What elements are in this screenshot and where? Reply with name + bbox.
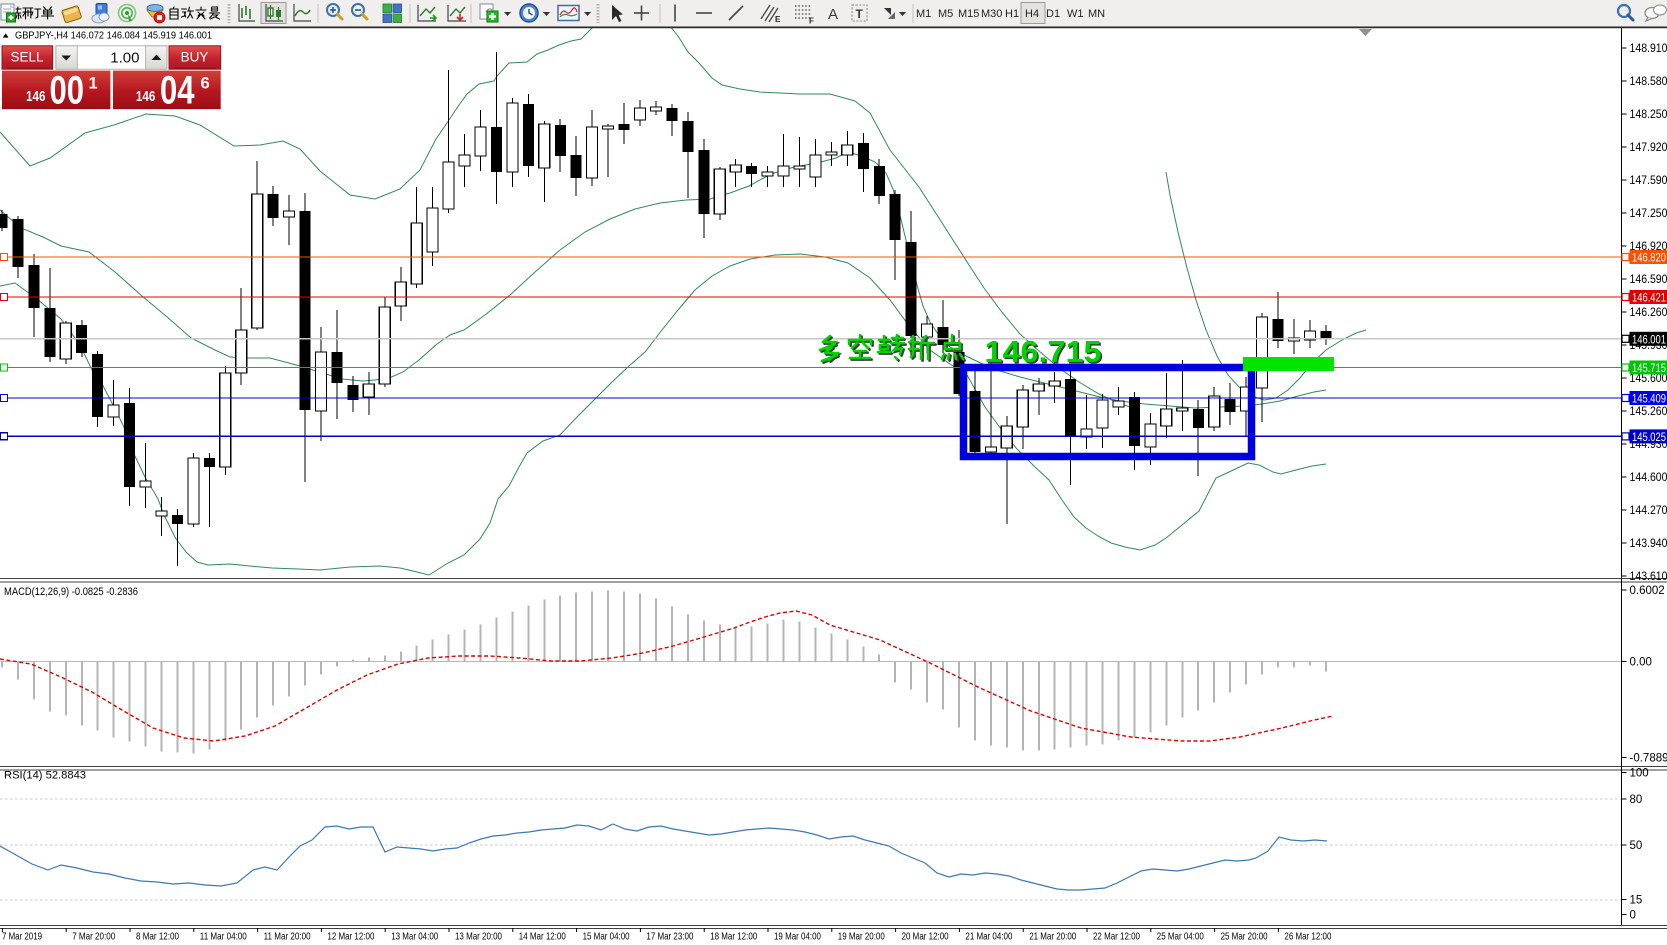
- svg-text:12 Mar 12:00: 12 Mar 12:00: [327, 931, 374, 943]
- svg-text:15 Mar 04:00: 15 Mar 04:00: [583, 931, 630, 943]
- svg-text:1: 1: [89, 75, 98, 93]
- svg-text:147.920: 147.920: [1630, 142, 1667, 154]
- svg-text:A: A: [828, 6, 838, 23]
- svg-text:8 Mar 12:00: 8 Mar 12:00: [136, 931, 179, 943]
- svg-text:146: 146: [26, 89, 46, 105]
- svg-text:148.580: 148.580: [1630, 76, 1667, 88]
- svg-text:11 Mar 20:00: 11 Mar 20:00: [264, 931, 311, 943]
- svg-text:BUY: BUY: [181, 50, 209, 65]
- svg-text:143.610: 143.610: [1630, 571, 1667, 583]
- svg-text:M1: M1: [916, 8, 931, 20]
- svg-text:15: 15: [1630, 895, 1643, 907]
- svg-text:20 Mar 12:00: 20 Mar 12:00: [902, 931, 949, 943]
- svg-text:145.715: 145.715: [1632, 363, 1666, 375]
- svg-text:145.600: 145.600: [1630, 373, 1667, 385]
- svg-text:RSI(14) 52.8843: RSI(14) 52.8843: [4, 770, 86, 782]
- svg-text:-0.7889: -0.7889: [1630, 753, 1667, 765]
- svg-text:145.025: 145.025: [1632, 432, 1666, 444]
- svg-text:146.715: 146.715: [985, 334, 1102, 369]
- svg-text:26 Mar 12:00: 26 Mar 12:00: [1284, 931, 1331, 943]
- svg-text:22 Mar 12:00: 22 Mar 12:00: [1093, 931, 1140, 943]
- svg-text:146.260: 146.260: [1630, 307, 1667, 319]
- svg-text:04: 04: [160, 69, 195, 113]
- svg-text:146.715: 146.715: [986, 336, 1103, 371]
- svg-text:19 Mar 04:00: 19 Mar 04:00: [774, 931, 821, 943]
- svg-text:14 Mar 12:00: 14 Mar 12:00: [519, 931, 566, 943]
- svg-text:GBPJPY-,H4 146.072 146.084 14: GBPJPY-,H4 146.072 146.084 145.919 146.0…: [15, 29, 212, 41]
- svg-text:147.590: 147.590: [1630, 175, 1667, 187]
- svg-text:13 Mar 04:00: 13 Mar 04:00: [391, 931, 438, 943]
- svg-text:11 Mar 04:00: 11 Mar 04:00: [200, 931, 247, 943]
- svg-text:M30: M30: [981, 8, 1002, 20]
- svg-text:6: 6: [201, 75, 210, 93]
- svg-text:13 Mar 20:00: 13 Mar 20:00: [455, 931, 502, 943]
- svg-text:50: 50: [1630, 840, 1643, 852]
- svg-text:147.250: 147.250: [1630, 208, 1667, 220]
- svg-text:100: 100: [1630, 768, 1649, 780]
- svg-text:00: 00: [50, 69, 85, 113]
- svg-text:M5: M5: [938, 8, 953, 20]
- svg-text:H4: H4: [1025, 8, 1039, 20]
- svg-text:143.940: 143.940: [1630, 538, 1667, 550]
- svg-text:18 Mar 12:00: 18 Mar 12:00: [710, 931, 757, 943]
- svg-text:M15: M15: [958, 8, 979, 20]
- svg-text:25 Mar 04:00: 25 Mar 04:00: [1157, 931, 1204, 943]
- svg-text:1.00: 1.00: [110, 49, 139, 66]
- svg-text:D1: D1: [1046, 8, 1060, 20]
- svg-text:146.421: 146.421: [1632, 293, 1666, 305]
- svg-text:146: 146: [136, 89, 156, 105]
- svg-text:E: E: [775, 15, 781, 24]
- svg-text:T: T: [856, 7, 864, 21]
- svg-text:MACD(12,26,9) -0.0825 -0.2836: MACD(12,26,9) -0.0825 -0.2836: [4, 586, 138, 598]
- svg-text:80: 80: [1630, 794, 1643, 806]
- svg-text:144.600: 144.600: [1630, 472, 1667, 484]
- svg-text:145.409: 145.409: [1632, 394, 1666, 406]
- svg-text:W1: W1: [1067, 8, 1084, 20]
- svg-text:7 Mar 2019: 7 Mar 2019: [2, 931, 42, 943]
- svg-text:F: F: [809, 17, 814, 26]
- svg-text:0.00: 0.00: [1630, 657, 1652, 669]
- svg-text:SELL: SELL: [10, 50, 44, 65]
- svg-text:146.001: 146.001: [1632, 334, 1666, 346]
- svg-text:H1: H1: [1005, 8, 1019, 20]
- svg-text:21 Mar 20:00: 21 Mar 20:00: [1029, 931, 1076, 943]
- svg-text:0: 0: [1630, 910, 1636, 922]
- svg-text:148.250: 148.250: [1630, 109, 1667, 121]
- svg-text:0.6002: 0.6002: [1630, 585, 1665, 597]
- svg-text:148.910: 148.910: [1630, 43, 1667, 55]
- svg-text:7 Mar 20:00: 7 Mar 20:00: [72, 931, 115, 943]
- svg-text:144.270: 144.270: [1630, 505, 1667, 517]
- svg-text:146.820: 146.820: [1632, 253, 1666, 265]
- svg-text:145.260: 145.260: [1630, 406, 1667, 418]
- svg-text:17 Mar 23:00: 17 Mar 23:00: [646, 931, 693, 943]
- svg-text:146.590: 146.590: [1630, 274, 1667, 286]
- svg-text:21 Mar 04:00: 21 Mar 04:00: [965, 931, 1012, 943]
- svg-text:MN: MN: [1088, 8, 1105, 20]
- svg-text:25 Mar 20:00: 25 Mar 20:00: [1221, 931, 1268, 943]
- svg-text:19 Mar 20:00: 19 Mar 20:00: [838, 931, 885, 943]
